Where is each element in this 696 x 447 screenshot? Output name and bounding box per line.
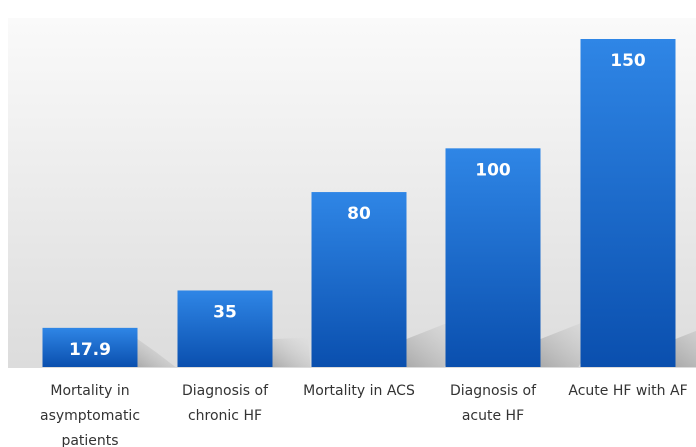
bar-shadow <box>137 339 176 367</box>
bars <box>42 39 676 367</box>
bar <box>177 290 273 367</box>
category-label: Mortality in ACS <box>303 383 415 399</box>
bar <box>42 327 138 367</box>
category-label: Diagnosis of acute HF <box>450 383 537 424</box>
category-label-line: Acute HF with AF <box>568 383 687 399</box>
value-label: 17.9 <box>69 340 111 360</box>
value-label: 150 <box>610 51 646 71</box>
category-label-line: asymptomatic <box>40 408 140 424</box>
category-label-line: Diagnosis of <box>450 383 537 399</box>
bar <box>445 148 541 367</box>
bar-shadow <box>272 337 311 367</box>
bar <box>580 39 676 367</box>
category-label-line: patients <box>61 433 118 447</box>
bar <box>311 192 407 367</box>
category-label-line: Mortality in ACS <box>303 383 415 399</box>
value-label: 100 <box>475 160 511 180</box>
category-label: Acute HF with AF <box>568 383 687 399</box>
category-label-line: Mortality in <box>50 383 129 399</box>
bar-shadow <box>675 330 696 367</box>
category-label-line: acute HF <box>462 408 524 424</box>
category-labels: Mortality in asymptomatic patients Diagnosi… <box>40 383 688 447</box>
category-label: Mortality in asymptomatic patients <box>40 383 140 447</box>
category-label: Diagnosis of chronic HF <box>182 383 269 424</box>
value-label: 35 <box>213 302 237 322</box>
value-labels: 17.9 35 80 100 150 <box>69 51 646 360</box>
value-label: 80 <box>347 204 371 224</box>
category-label-line: Diagnosis of <box>182 383 269 399</box>
category-label-line: chronic HF <box>188 408 262 424</box>
